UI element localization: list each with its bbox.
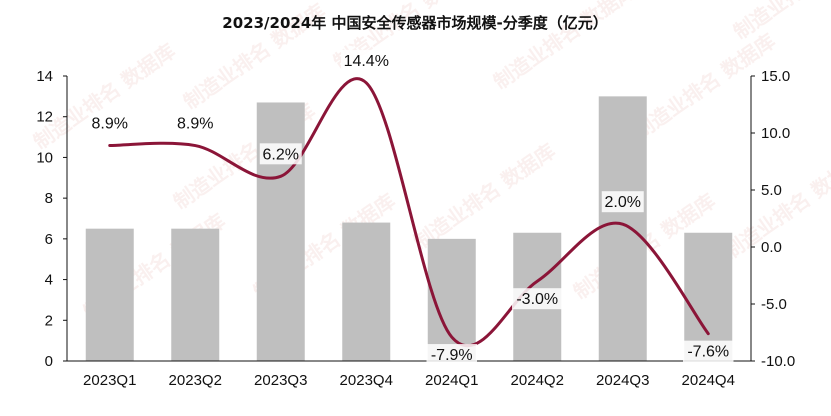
y-tick-label-right: 5.0	[761, 182, 782, 199]
growth-line	[108, 77, 710, 348]
watermark-text: 制造业排名 数据库	[729, 0, 831, 44]
x-tick-label: 2024Q4	[682, 372, 735, 389]
y-tick-label-left: 14	[36, 68, 53, 85]
bar	[598, 96, 647, 361]
y-tick-label-left: 8	[45, 190, 53, 207]
y-tick-label-right: -5.0	[761, 296, 787, 313]
watermark-text: 制造业排名 数据库	[629, 29, 780, 144]
chart-title: 2023/2024年 中国安全传感器市场规模-分季度（亿元）	[222, 14, 607, 32]
x-tick-label: 2024Q1	[425, 372, 478, 389]
data-label: 2.0%	[605, 194, 641, 211]
growth-line-series	[108, 77, 710, 348]
y-tick-label-left: 2	[45, 312, 53, 329]
data-label-bg	[88, 112, 131, 134]
data-label-bg	[601, 191, 644, 213]
y-tick-label-right: 10.0	[761, 125, 790, 142]
data-label: 6.2%	[263, 146, 299, 163]
data-labels: 8.9% 8.9% 6.2% 14.4% -7.9% -3.0% 2.0% -7.6%	[88, 49, 734, 366]
x-tick-label: 2023Q2	[169, 372, 222, 389]
data-label: 8.9%	[92, 116, 128, 133]
y-tick-label-left: 12	[36, 109, 53, 126]
data-label: -3.0%	[516, 291, 558, 308]
y-tick-label-left: 0	[45, 353, 53, 370]
x-tick-label: 2024Q3	[596, 372, 649, 389]
y-tick-label-right: 0.0	[761, 239, 782, 256]
data-label: -7.9%	[431, 347, 473, 364]
x-tick-label: 2023Q3	[254, 372, 307, 389]
bar	[85, 228, 134, 361]
data-label-bg	[426, 344, 477, 366]
data-label: -7.6%	[687, 344, 729, 361]
bar-series	[85, 96, 733, 361]
y-tick-label-left: 10	[36, 149, 53, 166]
bar	[342, 222, 391, 361]
y-tick-label-left: 6	[45, 231, 53, 248]
y-tick-label-right: -10.0	[761, 353, 795, 370]
y-tick-label-right: 15.0	[761, 68, 790, 85]
data-label-bg	[259, 143, 302, 165]
x-tick-label: 2023Q1	[83, 372, 136, 389]
axes: 0 2 4 6 8 10 12 14 -10.0 -5.0 0.0 5.0 10.0 15.0 2023Q1…	[36, 68, 795, 389]
data-label-bg	[174, 112, 217, 134]
data-label-bg	[341, 49, 392, 71]
bar	[256, 102, 305, 361]
x-tick-label: 2024Q2	[511, 372, 564, 389]
x-tick-label: 2023Q4	[340, 372, 393, 389]
data-label: 14.4%	[344, 53, 389, 70]
data-label: 8.9%	[177, 116, 213, 133]
bar	[171, 228, 220, 361]
watermark-text: 制造业排名 数据库	[29, 39, 180, 154]
y-tick-label-left: 4	[45, 272, 53, 289]
data-label-bg	[512, 288, 563, 310]
data-label-bg	[683, 340, 734, 362]
bar	[684, 232, 733, 361]
